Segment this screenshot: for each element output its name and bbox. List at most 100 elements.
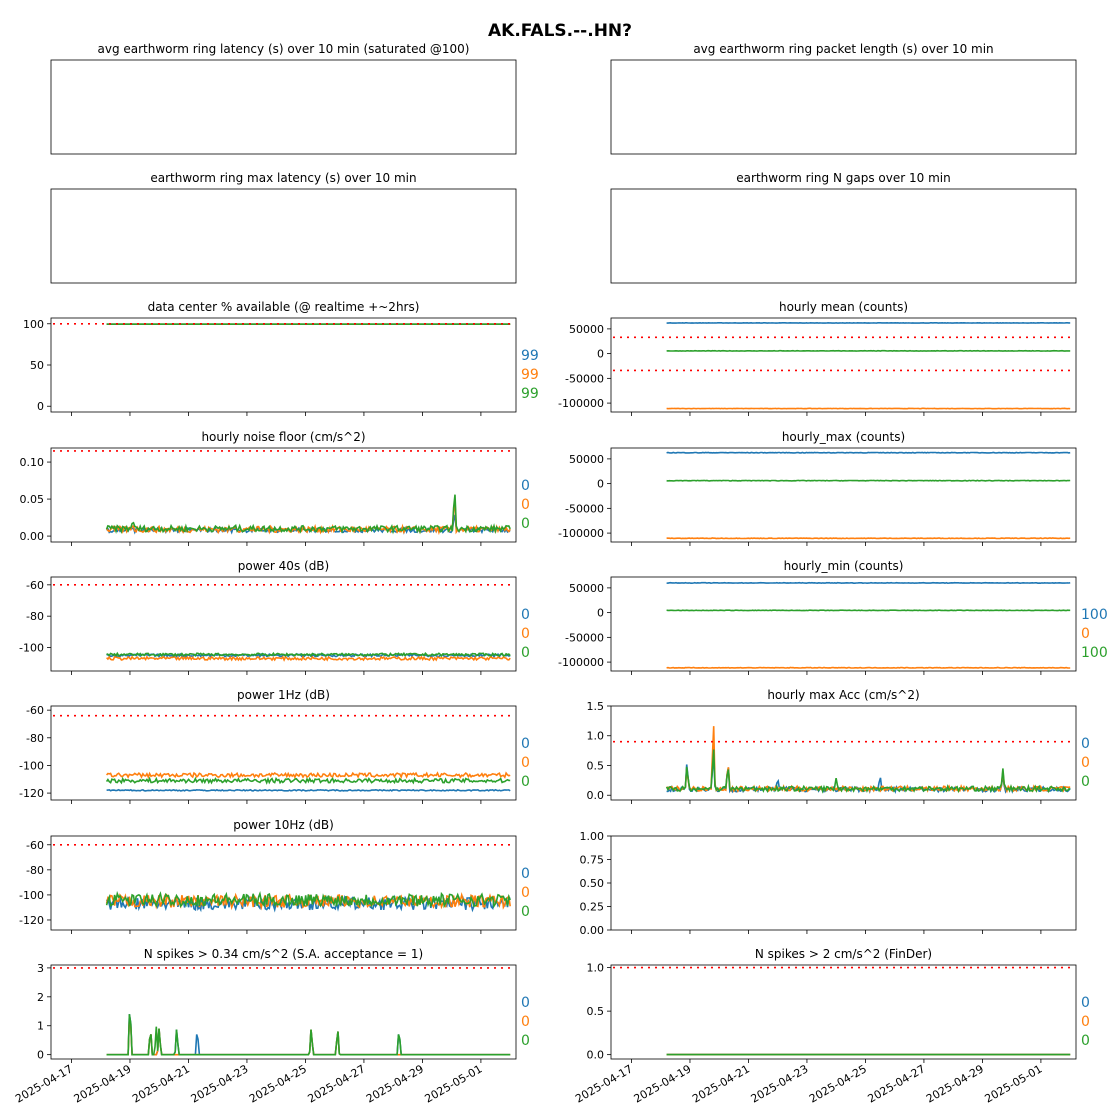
series-status-label-1: 100 — [1081, 607, 1108, 623]
series-status-label-1: 0 — [521, 478, 530, 494]
series-line-2 — [666, 537, 1071, 540]
x-tick-label: 2025-05-01 — [983, 1062, 1045, 1105]
series-status-label-1: 0 — [521, 866, 530, 882]
x-tick-label: 2025-04-17 — [13, 1062, 75, 1105]
y-tick-label: 50000 — [569, 323, 604, 336]
x-tick-label: 2025-04-23 — [749, 1062, 811, 1105]
panel-title: N spikes > 0.34 cm/s^2 (S.A. acceptance … — [144, 947, 423, 961]
panel-p6: hourly noise floor (cm/s^2) 0.00 0.05 0.10 0… — [20, 430, 530, 546]
series-status-label-2: 99 — [521, 367, 539, 383]
plot-area — [53, 714, 514, 792]
y-tick-label: 0 — [37, 400, 44, 413]
series-line-3 — [106, 651, 511, 658]
y-tick-label: 1.5 — [587, 700, 605, 713]
panel-p9: hourly_min (counts) 50000 0 -50000 -100000 10… — [558, 559, 1108, 675]
y-tick-label: 0.0 — [587, 789, 605, 802]
y-tick-label: 0.5 — [587, 759, 605, 772]
series-status-label-3: 0 — [1081, 774, 1090, 790]
y-tick-label: -100000 — [558, 656, 604, 669]
y-tick-label: -100000 — [558, 397, 604, 410]
y-tick-label: -100 — [19, 642, 44, 655]
axes-frame — [50, 317, 517, 413]
axes-frame — [610, 188, 1077, 284]
x-tick-label: 2025-04-29 — [364, 1062, 426, 1105]
series-line-2 — [106, 1018, 511, 1056]
axes-frame — [50, 576, 517, 672]
panels: avg earthworm ring latency (s) over 10 m… — [13, 42, 1108, 1106]
x-tick-label: 2025-04-27 — [866, 1062, 928, 1105]
y-tick-label: -50000 — [565, 372, 604, 385]
series-status-label-1: 0 — [521, 995, 530, 1011]
y-tick-label: 0 — [37, 1049, 44, 1062]
x-tick-label: 2025-04-23 — [189, 1062, 251, 1105]
panel-p15: N spikes > 2 cm/s^2 (FinDer)2025-04-1720… — [573, 947, 1090, 1106]
plot-area — [666, 451, 1071, 540]
y-tick-label: 0 — [597, 478, 604, 491]
series-line-3 — [105, 776, 511, 785]
series-status-label-3: 0 — [521, 516, 530, 532]
y-tick-label: 0 — [597, 348, 604, 361]
axes-frame — [610, 317, 1077, 413]
y-tick-label: 0 — [597, 607, 604, 620]
y-tick-label: -60 — [26, 579, 44, 592]
y-tick-label: 1.0 — [587, 730, 605, 743]
axes-frame — [50, 705, 517, 801]
panel-title: power 1Hz (dB) — [237, 688, 330, 702]
y-tick-label: -120 — [19, 787, 44, 800]
panel-p13: 0.00 0.25 0.50 0.75 1.00 — [580, 830, 1077, 937]
plot-area — [613, 966, 1074, 1056]
y-tick-label: 0.05 — [20, 493, 45, 506]
series-status-label-1: 0 — [1081, 736, 1090, 752]
axes-frame — [50, 188, 517, 284]
y-tick-label: -60 — [26, 704, 44, 717]
panel-title: hourly_max (counts) — [782, 430, 905, 444]
y-tick-label: -60 — [26, 839, 44, 852]
panel-title: earthworm ring N gaps over 10 min — [736, 171, 950, 185]
plot-area — [53, 843, 514, 913]
series-status-label-2: 0 — [1081, 1014, 1090, 1030]
panel-p12: power 10Hz (dB) -60 -80 -100 -120 0 0 0 — [19, 818, 530, 934]
y-tick-label: 0.25 — [580, 901, 605, 914]
series-status-label-2: 0 — [1081, 626, 1090, 642]
panel-title: avg earthworm ring packet length (s) ove… — [693, 42, 993, 56]
series-status-label-3: 0 — [521, 1033, 530, 1049]
series-line-3 — [666, 479, 1071, 482]
figure-title: AK.FALS.--.HN? — [488, 21, 632, 41]
axes-frame — [50, 835, 517, 931]
panel-title: hourly max Acc (cm/s^2) — [767, 688, 919, 702]
series-status-label-2: 0 — [521, 626, 530, 642]
panel-title: avg earthworm ring latency (s) over 10 m… — [98, 42, 470, 56]
panel-title: earthworm ring max latency (s) over 10 m… — [150, 171, 416, 185]
y-tick-label: 0.00 — [20, 530, 45, 543]
series-line-2 — [105, 891, 511, 911]
plot-area — [613, 726, 1074, 794]
panel-title: hourly_min (counts) — [784, 559, 904, 573]
y-tick-label: -80 — [26, 732, 44, 745]
y-tick-label: 100 — [23, 318, 44, 331]
panel-p11: hourly max Acc (cm/s^2) 0.0 0.5 1.0 1.5 0 0 0 — [587, 688, 1090, 804]
series-status-label-1: 0 — [521, 736, 530, 752]
series-status-label-3: 100 — [1081, 645, 1108, 661]
x-tick-label: 2025-04-19 — [72, 1062, 134, 1105]
y-tick-label: 1.0 — [587, 962, 605, 975]
y-tick-label: 0.75 — [580, 854, 605, 867]
y-tick-label: 50 — [30, 359, 44, 372]
plot-area — [666, 581, 1071, 669]
series-status-label-3: 0 — [521, 645, 530, 661]
panel-p3: earthworm ring N gaps over 10 min — [610, 171, 1077, 284]
axes-frame — [610, 576, 1077, 672]
x-tick-label: 2025-04-27 — [306, 1062, 368, 1105]
series-line-1 — [106, 1014, 511, 1056]
axes-frame — [50, 447, 517, 543]
series-line-3 — [105, 494, 511, 535]
y-tick-label: 0.10 — [20, 456, 45, 469]
y-tick-label: 1.00 — [580, 830, 605, 843]
panel-title: hourly noise floor (cm/s^2) — [201, 430, 365, 444]
series-status-label-2: 0 — [521, 755, 530, 771]
y-tick-label: 50000 — [569, 582, 604, 595]
y-tick-label: 0.0 — [587, 1049, 605, 1062]
y-tick-label: 0.5 — [587, 1005, 605, 1018]
axes-frame — [50, 964, 517, 1060]
x-tick-label: 2025-04-21 — [130, 1062, 192, 1105]
